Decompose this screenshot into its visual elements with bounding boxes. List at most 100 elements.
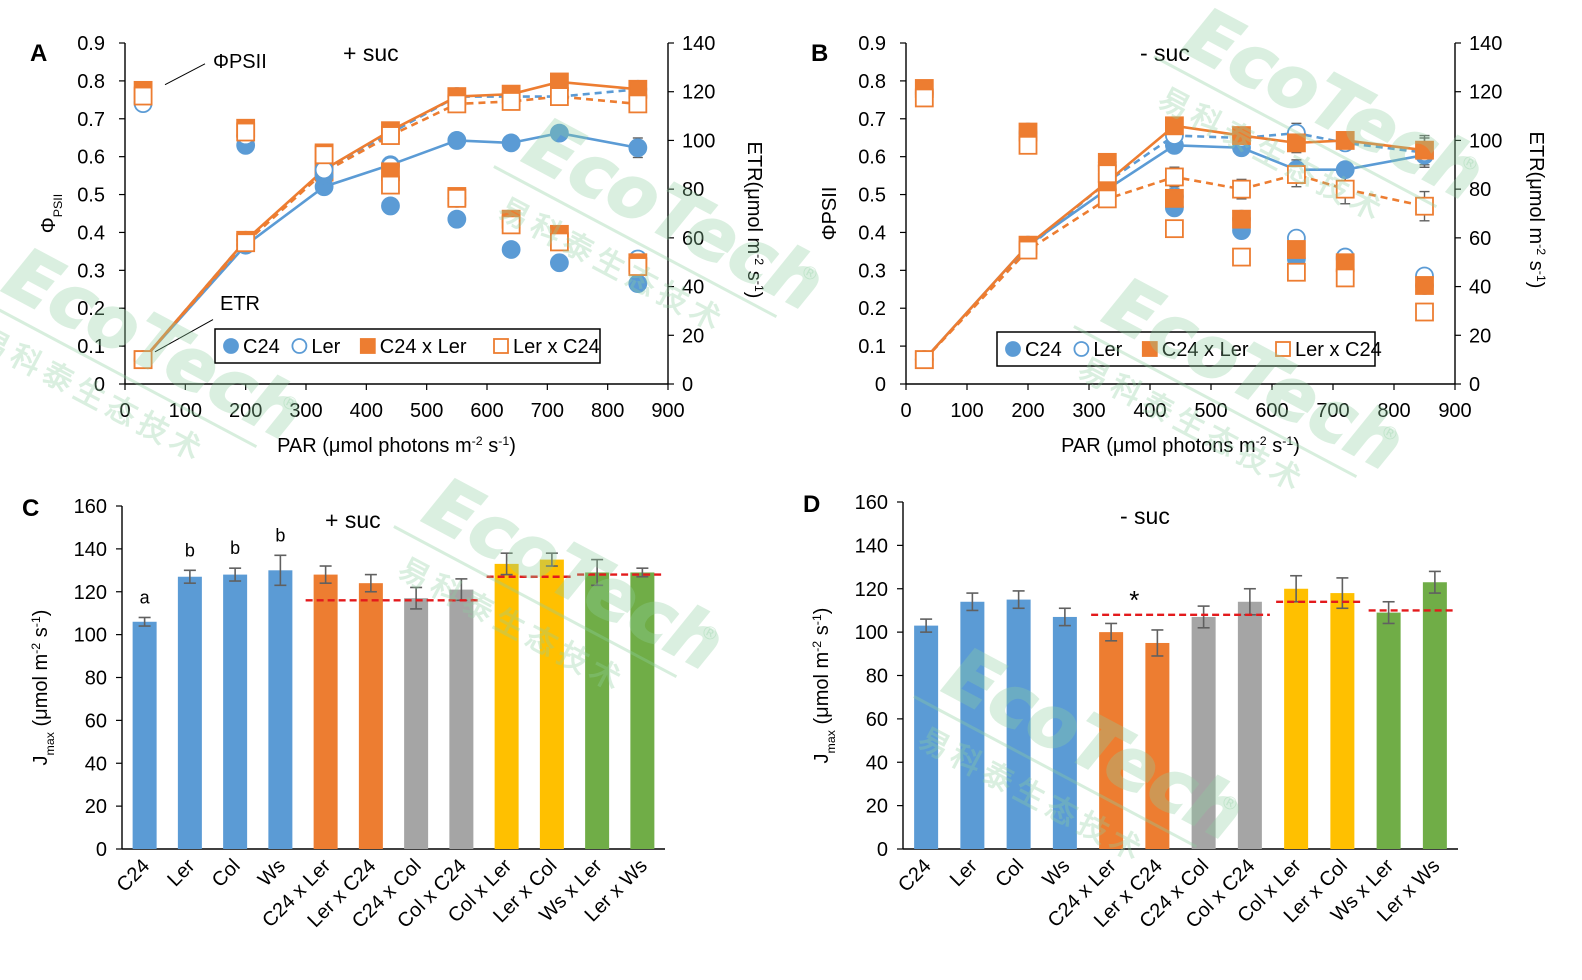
y-axis-label-part: ) [30,610,52,617]
etr-marker-ler-x-c24 [1165,167,1184,187]
watermark-rule [1073,325,1358,479]
legend: C24 Ler C24 x Ler Ler x C24 [996,331,1382,367]
legend-label: C24 [1025,339,1062,361]
phi-marker-ler-x-c24 [1165,219,1184,239]
x-tick-label: 600 [1255,400,1288,422]
x-tick-label: 0 [119,400,130,422]
phi-marker-ler-x-c24 [628,257,648,276]
category-label: Ler [163,855,199,891]
y-right-tick-label: 120 [682,82,715,104]
y-right-tick-label: 100 [1469,130,1502,152]
y-right-axis-label-part: s [743,265,765,281]
bar-c24-x-ler [1099,632,1124,849]
y-left-tick-label: 0.4 [77,222,105,244]
significance-letter: a [140,587,151,607]
etr-annotation-pointer [154,319,214,353]
bar-ws [268,570,293,849]
phi-marker-ler-x-c24 [314,145,334,165]
x-axis-label-part: ) [509,435,516,457]
y-right-tick-label: 60 [1469,228,1491,250]
legend-box [214,328,601,364]
phi-marker-ler-x-c24 [1415,302,1434,322]
y-tick-label: 160 [74,496,107,518]
bar-ler [960,601,985,849]
y-right-tick-label: 0 [1469,374,1480,396]
legend-marker [359,338,376,354]
y-axis-label: Jmax (μmol m-2 s-1) [29,610,57,766]
watermark-rule [493,165,778,319]
legend-label: Ler x C24 [1295,339,1382,361]
y-right-axis-label-part: -2 [1534,244,1548,255]
y-right-axis-label: ETR(μmol m-2 s-1) [1525,132,1548,289]
y-right-axis-label-part: -2 [752,254,766,265]
y-left-tick-label: 0.6 [858,147,886,169]
legend-label: C24 [243,336,280,358]
watermark-rule [1153,55,1438,209]
legend-label: C24 x Ler [1162,339,1249,361]
etr-marker-c24-x-ler [1287,133,1306,153]
bar-ler-x-col [539,559,564,849]
x-tick-label: 100 [950,400,983,422]
y-left-tick-label: 0.9 [858,33,886,55]
category-label: Ws [1038,855,1074,891]
category-label: Col [208,855,245,892]
watermark-rule [913,695,1198,849]
bar-ler-x-col [1330,593,1355,849]
y-right-axis-label-part: s [1525,255,1547,271]
phi-marker-ler-x-c24 [1232,247,1251,267]
x-tick-label: 500 [1194,400,1227,422]
watermark-rule [0,295,258,449]
x-axis-label: PAR (μmol photons m-2 s-1) [277,434,516,457]
y-left-axis-label-part: Φ [38,217,60,233]
bar-c24 [914,625,939,849]
y-right-tick-label: 80 [1469,179,1491,201]
phi-marker-ler-x-c24 [1287,262,1306,282]
x-tick-label: 0 [900,400,911,422]
panel-letter: B [811,40,828,67]
etr-marker-ler-x-c24 [1287,165,1306,184]
y-tick-label: 100 [74,625,107,647]
x-tick-label: 600 [470,400,503,422]
x-tick-label: 700 [1316,400,1349,422]
legend-marker [223,338,239,354]
y-tick-label: 20 [85,796,107,818]
x-axis-label-part: s [483,435,499,457]
y-left-tick-label: 0.7 [77,109,105,131]
y-tick-label: 60 [866,709,888,731]
etr-marker-c24-x-ler [1335,131,1355,150]
phi-marker-c24-x-ler [1232,209,1251,229]
y-right-axis-label: ETR(μmol m-2 s-1) [743,142,766,299]
category-label: C24 [113,855,155,897]
phi-marker-c24 [501,240,521,259]
x-axis-label-part: PAR (μmol photons m [277,435,472,457]
x-tick-label: 200 [1011,400,1044,422]
y-tick-label: 0 [96,839,107,861]
x-tick-label: 800 [591,400,624,422]
etr-marker-ler-x-c24 [501,92,521,111]
bar-col-x-ler [1284,588,1309,849]
phi-marker-ler-x-c24 [1335,268,1355,288]
x-axis-label-part: -2 [1256,434,1267,448]
y-tick-label: 40 [866,752,888,774]
etr-line-ler [923,131,1425,361]
x-tick-label: 100 [169,400,202,422]
etr-marker-ler-x-c24 [133,350,153,370]
panel-title: + suc [325,507,381,533]
y-axis-label-part: (μmol m [30,654,52,732]
watermark: EcoTech®易科泰生态技术 [1152,0,1498,231]
x-axis-label-part: -1 [498,434,509,448]
significance-letter: b [230,538,240,558]
bar-c24-x-col [1191,616,1216,849]
y-axis-label: Jmax (μmol m-2 s-1) [810,608,838,764]
y-right-axis-label-part: -1 [1534,271,1548,282]
phi-marker-ler-x-c24 [133,86,153,106]
legend-label: Ler [1093,339,1122,361]
y-left-tick-label: 0.3 [858,260,886,282]
bar-ler-x-c24 [1145,642,1170,849]
y-tick-label: 80 [85,668,107,690]
phi-marker-c24-x-ler [1165,188,1184,208]
bar-col-x-ler [494,563,519,849]
x-axis-label-part: -2 [472,434,483,448]
x-axis-label-part: PAR (μmol photons m [1061,435,1256,457]
